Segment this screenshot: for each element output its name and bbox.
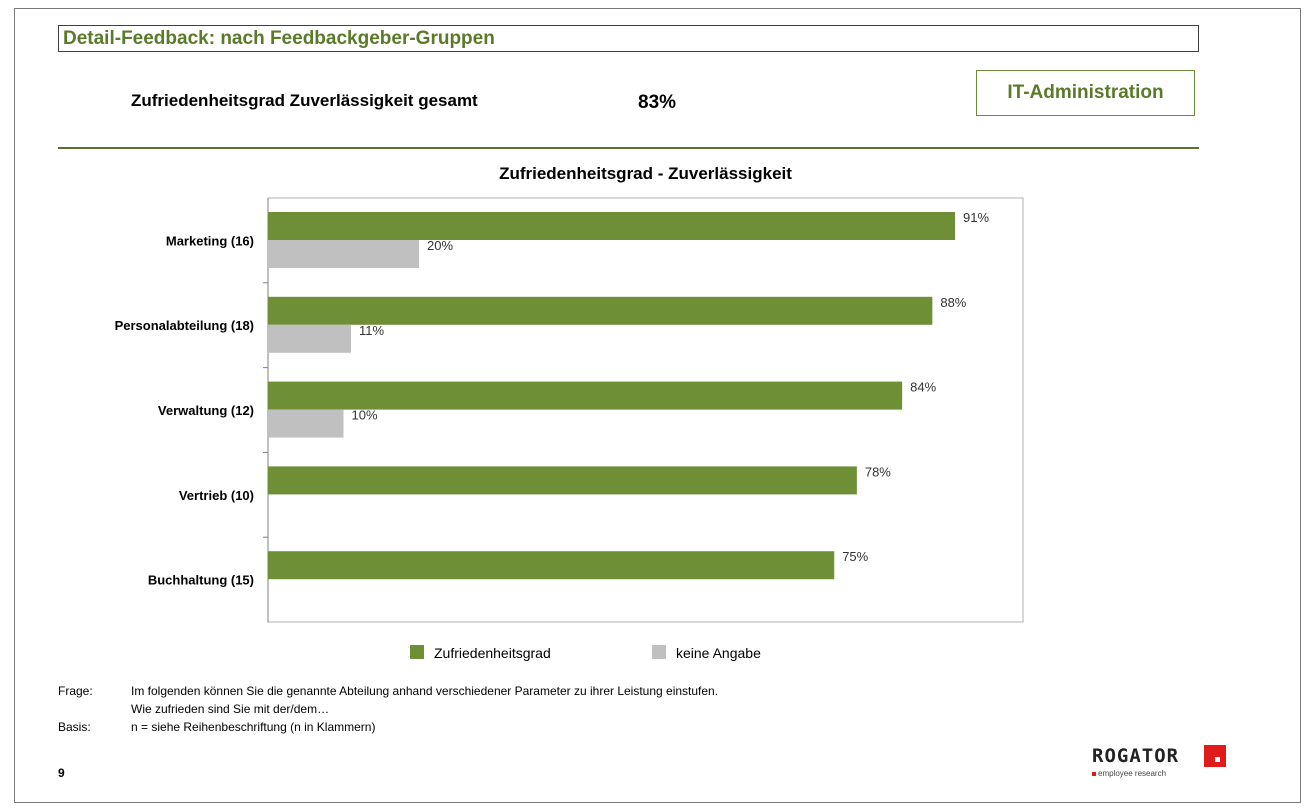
data-label: 91% — [963, 210, 989, 225]
data-label: 11% — [359, 323, 384, 338]
logo-wordmark: ROGATOR — [1092, 745, 1180, 767]
divider — [58, 147, 1199, 149]
category-label: Verwaltung (12) — [158, 403, 254, 418]
category-label: Marketing (16) — [166, 233, 254, 248]
frage-line-1: Im folgenden können Sie die genannte Abt… — [131, 684, 719, 698]
data-label: 20% — [427, 238, 453, 253]
legend-swatch — [410, 645, 424, 659]
category-label: Buchhaltung (15) — [148, 573, 254, 588]
legend-swatch — [652, 645, 666, 659]
basis-label: Basis: — [58, 720, 91, 734]
bar — [268, 240, 419, 268]
summary-value: 83% — [638, 92, 677, 113]
legend-label: keine Angabe — [676, 645, 761, 661]
logo-tagline: employee research — [1092, 769, 1166, 778]
bar — [268, 296, 933, 325]
bar — [268, 551, 835, 580]
department-label: IT-Administration — [1007, 82, 1164, 103]
legend-label: Zufriedenheitsgrad — [434, 645, 551, 661]
bar — [268, 324, 352, 353]
bar — [268, 381, 903, 410]
page-title: Detail-Feedback: nach Feedbackgeber-Grup… — [63, 28, 495, 49]
frage-line-2: Wie zufrieden sind Sie mit der/dem… — [131, 702, 330, 716]
summary-label: Zufriedenheitsgrad Zuverlässigkeit gesam… — [131, 91, 478, 110]
slide-frame — [14, 8, 1301, 803]
data-label: 75% — [842, 549, 868, 564]
department-box: IT-Administration — [976, 70, 1195, 116]
data-label: 78% — [865, 464, 891, 479]
rogator-logo: ROGATOR employee research — [1092, 745, 1262, 785]
data-label: 10% — [351, 408, 377, 423]
page-number: 9 — [58, 766, 65, 780]
frage-label: Frage: — [58, 684, 93, 698]
category-label: Vertrieb (10) — [179, 488, 254, 503]
header-box: Detail-Feedback: nach Feedbackgeber-Grup… — [58, 25, 1199, 52]
basis-text: n = siehe Reihenbeschriftung (n in Klamm… — [131, 720, 376, 734]
data-label: 84% — [910, 380, 936, 395]
logo-square-icon — [1204, 745, 1226, 767]
category-label: Personalabteilung (18) — [115, 318, 254, 333]
data-label: 88% — [940, 295, 966, 310]
bar — [268, 466, 857, 495]
bar — [268, 212, 955, 240]
bar — [268, 409, 344, 438]
chart-title: Zufriedenheitsgrad - Zuverlässigkeit — [499, 164, 792, 183]
